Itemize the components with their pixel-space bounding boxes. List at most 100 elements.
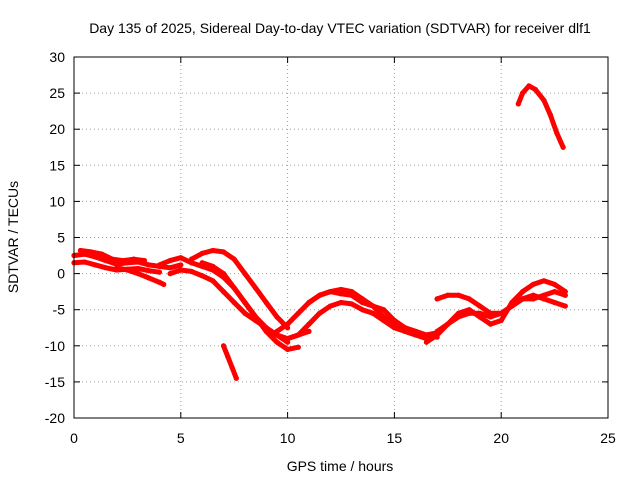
data-point	[349, 289, 355, 295]
data-point	[92, 254, 98, 260]
data-point	[242, 299, 248, 306]
data-point	[156, 262, 163, 268]
data-point	[120, 258, 126, 264]
x-tick-label: 15	[387, 430, 403, 446]
data-point	[114, 265, 120, 271]
data-point	[242, 271, 248, 277]
data-point	[434, 296, 440, 302]
data-point	[199, 250, 205, 256]
data-point	[359, 307, 365, 313]
data-point	[188, 256, 195, 262]
data-point	[498, 317, 504, 324]
data-point	[455, 292, 462, 298]
data-point	[370, 310, 376, 316]
data-point	[167, 265, 173, 271]
data-point	[552, 299, 558, 306]
data-point	[285, 339, 291, 345]
y-tick-label: 15	[49, 157, 65, 173]
y-tick-label: 10	[49, 193, 65, 209]
data-point	[402, 328, 408, 334]
data-point	[199, 273, 205, 279]
data-point	[274, 328, 280, 334]
x-tick-label: 10	[280, 430, 296, 446]
data-point	[445, 321, 451, 327]
data-point	[252, 314, 259, 320]
data-point	[146, 268, 152, 274]
chart-title: Day 135 of 2025, Sidereal Day-to-day VTE…	[89, 20, 591, 36]
data-point	[114, 261, 120, 267]
data-point	[220, 343, 227, 349]
data-point	[188, 260, 195, 266]
y-tick-label: 30	[49, 49, 65, 65]
data-point	[225, 354, 231, 360]
data-point	[560, 144, 566, 150]
data-point	[552, 289, 558, 295]
x-tick-label: 25	[600, 430, 616, 446]
data-point	[487, 310, 494, 316]
data-point	[103, 265, 109, 271]
data-point	[146, 275, 152, 281]
data-point	[135, 265, 141, 272]
data-point	[274, 339, 280, 345]
data-point	[338, 286, 344, 293]
data-point	[487, 321, 494, 327]
series-arc-7	[189, 248, 291, 331]
data-point	[466, 296, 472, 302]
data-point	[231, 256, 237, 262]
data-point	[242, 310, 248, 316]
y-tick-label: 0	[57, 266, 65, 282]
x-tick-label: 0	[70, 430, 78, 446]
data-point	[109, 256, 116, 262]
data-point	[498, 310, 504, 316]
data-point	[220, 289, 227, 295]
grid	[74, 57, 608, 418]
data-point	[156, 279, 163, 285]
data-point	[252, 285, 259, 291]
data-point	[381, 307, 387, 313]
data-point	[552, 281, 558, 288]
data-point	[233, 375, 239, 381]
data-point	[327, 289, 333, 295]
data-point	[327, 303, 333, 309]
data-point	[526, 83, 532, 89]
data-point	[423, 332, 430, 338]
data-point	[391, 321, 397, 327]
data-point	[381, 314, 387, 320]
data-point	[509, 303, 515, 309]
series-arc-14	[434, 278, 568, 334]
data-point	[445, 292, 451, 298]
data-point	[530, 281, 536, 288]
data-point	[349, 301, 355, 307]
data-point	[263, 328, 269, 334]
data-point	[178, 255, 184, 261]
data-point	[167, 258, 173, 264]
data-point	[92, 262, 98, 268]
data-point	[88, 249, 94, 255]
data-point	[199, 260, 205, 266]
data-point	[370, 303, 376, 309]
ticks: 0 5 10 15 20 25 -20 -15 -10 -5 0 5 10 15 20 25 30	[45, 49, 616, 446]
data-point	[455, 310, 462, 316]
data-point	[135, 271, 141, 277]
data-point	[178, 262, 184, 268]
data-point	[554, 130, 560, 136]
data-point	[338, 291, 344, 297]
data-point	[231, 285, 237, 291]
data-point	[519, 296, 526, 302]
data-point	[274, 332, 280, 338]
data-point	[178, 267, 184, 273]
data-point	[141, 258, 148, 264]
data-point	[285, 321, 291, 327]
data-point	[434, 332, 440, 338]
data-point	[99, 251, 105, 257]
data-point	[274, 314, 280, 320]
data-point	[220, 249, 227, 255]
y-tick-label: 5	[57, 230, 65, 246]
data-point	[317, 310, 323, 316]
data-point	[210, 263, 216, 269]
data-point	[306, 299, 312, 306]
data-point	[161, 281, 167, 288]
data-point	[466, 307, 472, 313]
y-tick-label: -20	[45, 410, 65, 426]
